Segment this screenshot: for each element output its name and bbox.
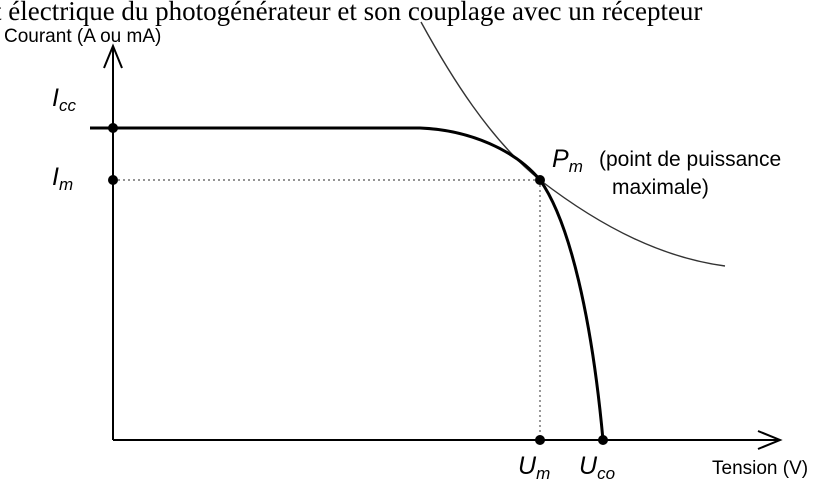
iv-curve — [90, 126, 605, 441]
pm-annotation-line2: maximale) — [612, 176, 709, 199]
y-axis-arrowhead — [103, 43, 123, 69]
uco-point — [598, 435, 608, 445]
um-label-base: U — [518, 452, 537, 480]
uco-label: Uco — [579, 452, 615, 483]
uco-label-base: U — [579, 452, 598, 480]
x-axis-label: Tension (V) — [712, 458, 808, 479]
constant-power-curve — [420, 21, 726, 267]
im-label-base: I — [52, 163, 59, 191]
um-point — [535, 435, 545, 445]
im-point — [108, 175, 118, 185]
x-axis-arrowhead — [757, 430, 783, 450]
pm-point — [535, 175, 545, 185]
icc-point — [108, 123, 118, 133]
y-axis-label: Courant (A ou mA) — [4, 26, 161, 47]
um-label-sub: m — [536, 464, 550, 483]
um-label: Um — [518, 452, 550, 483]
icc-label-base: I — [52, 84, 59, 112]
im-label-sub: m — [59, 175, 73, 194]
header-title-fragment: t électrique du photogénérateur et son c… — [0, 0, 702, 26]
pm-label: Pm — [552, 145, 583, 176]
icc-label: Icc — [52, 84, 76, 115]
uco-label-sub: co — [597, 464, 615, 483]
pm-label-base: P — [552, 145, 569, 173]
pm-label-sub: m — [569, 157, 583, 176]
icc-label-sub: cc — [59, 96, 77, 115]
pm-annotation-line1: (point de puissance — [599, 148, 781, 171]
im-label: Im — [52, 163, 73, 194]
